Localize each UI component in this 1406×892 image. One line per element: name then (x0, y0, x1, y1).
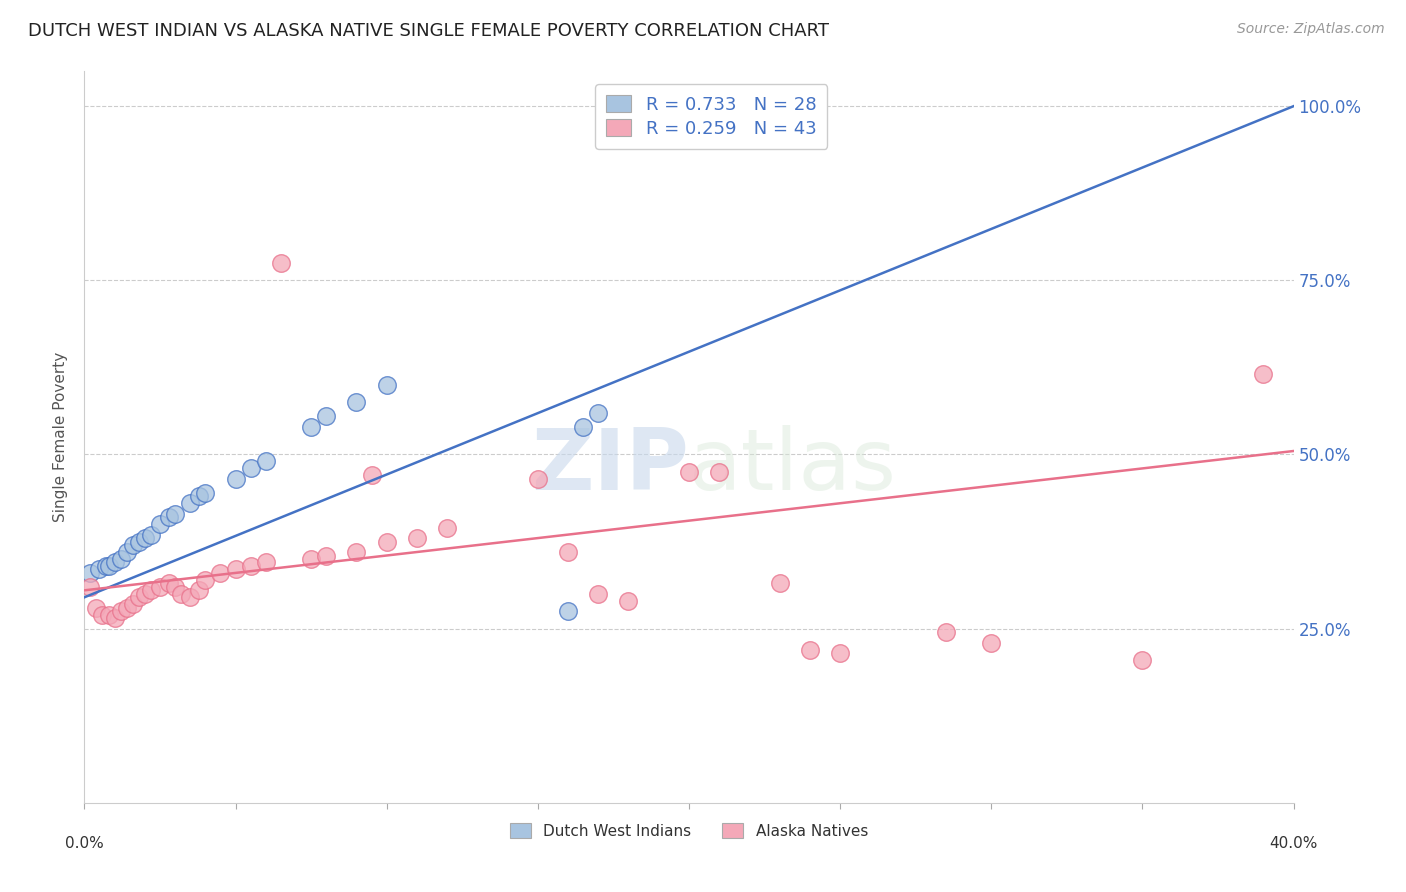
Text: ZIP: ZIP (531, 425, 689, 508)
Point (121, 538, 143, 552)
Point (375, 377, 398, 392)
Point (179, 496, 201, 510)
Point (149, 517, 172, 532)
Point (97, 607, 120, 622)
Point (315, 549, 337, 563)
Point (315, 409, 337, 424)
Point (157, 576, 180, 591)
Point (980, 635, 1002, 649)
Text: 40.0%: 40.0% (1270, 836, 1317, 851)
Point (1253, 368, 1275, 382)
Point (557, 545, 579, 559)
Point (709, 465, 731, 479)
Point (97, 558, 120, 573)
Point (165, 580, 187, 594)
Point (617, 594, 640, 608)
Point (346, 545, 368, 559)
Legend: Dutch West Indians, Alaska Natives: Dutch West Indians, Alaska Natives (502, 815, 876, 847)
Point (149, 580, 172, 594)
Point (375, 534, 398, 549)
Point (225, 472, 247, 486)
Point (406, 531, 429, 545)
Point (79, 580, 101, 594)
Point (188, 489, 211, 503)
Text: atlas: atlas (689, 425, 897, 508)
Point (86, 600, 108, 615)
Point (194, 573, 217, 587)
Point (1130, 653, 1153, 667)
Point (110, 604, 132, 618)
Point (94, 558, 117, 573)
Point (239, 461, 262, 475)
Point (299, 552, 322, 566)
Point (346, 395, 368, 409)
Point (157, 510, 180, 524)
Point (299, 419, 322, 434)
Point (128, 534, 150, 549)
Point (194, 485, 217, 500)
Point (128, 591, 150, 605)
Point (110, 552, 132, 566)
Point (104, 611, 127, 625)
Point (254, 454, 277, 468)
Point (134, 531, 156, 545)
Point (225, 562, 247, 576)
Point (602, 127, 624, 141)
Point (139, 583, 162, 598)
Point (360, 468, 382, 483)
Point (588, 406, 610, 420)
Point (165, 507, 187, 521)
Point (134, 587, 156, 601)
Point (799, 642, 821, 657)
Point (209, 566, 232, 580)
Point (115, 545, 138, 559)
Point (557, 604, 579, 618)
Point (179, 591, 201, 605)
Point (104, 556, 127, 570)
Point (678, 465, 700, 479)
Point (170, 587, 193, 601)
Point (254, 556, 277, 570)
Text: DUTCH WEST INDIAN VS ALASKA NATIVE SINGLE FEMALE POVERTY CORRELATION CHART: DUTCH WEST INDIAN VS ALASKA NATIVE SINGL… (28, 22, 830, 40)
Point (769, 576, 792, 591)
Text: Source: ZipAtlas.com: Source: ZipAtlas.com (1237, 22, 1385, 37)
Point (139, 527, 162, 541)
Point (572, 419, 595, 434)
Point (239, 558, 262, 573)
Point (91, 607, 114, 622)
Point (436, 521, 458, 535)
Text: 0.0%: 0.0% (65, 836, 104, 851)
Point (121, 597, 143, 611)
Point (270, 256, 292, 270)
Point (188, 583, 211, 598)
Point (830, 646, 852, 660)
Y-axis label: Single Female Poverty: Single Female Poverty (53, 352, 69, 522)
Point (527, 472, 550, 486)
Point (115, 600, 138, 615)
Point (588, 587, 610, 601)
Point (79, 566, 101, 580)
Point (935, 625, 957, 640)
Point (89, 562, 111, 576)
